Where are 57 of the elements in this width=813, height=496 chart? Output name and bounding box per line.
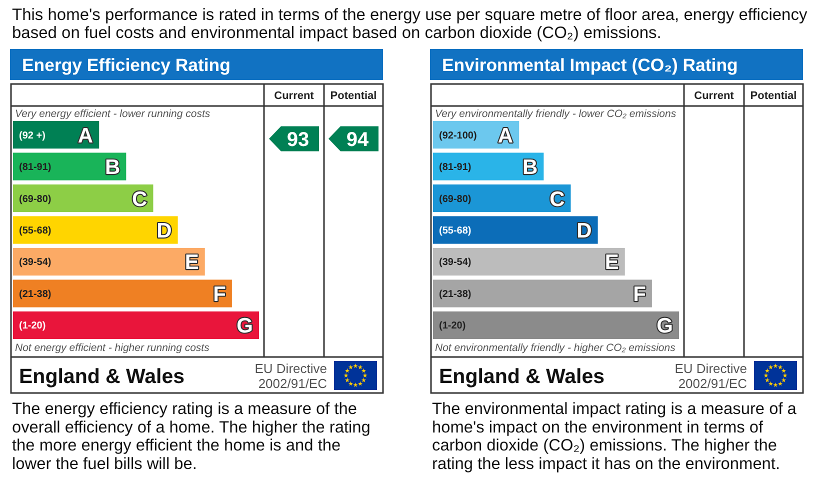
bar <box>433 280 652 308</box>
annotation: (55-68) <box>439 226 472 236</box>
text: The energy efficiency rating is a measure of the overall efficiency of a home. The higher the rating the more energy efficient the home is and the lower the fuel bills will be. <box>12 400 370 473</box>
text: Not energy efficient - higher running costs <box>15 342 210 354</box>
bar <box>13 184 154 212</box>
text: England & Wales <box>439 365 605 388</box>
annotation: (81-91) <box>19 162 52 174</box>
annotation: (21-38) <box>439 288 472 300</box>
annotation: (21-38) <box>19 288 52 300</box>
annotation: (69-80) <box>19 194 52 205</box>
annotation: Very environmentally friendly - lower CO₂ emissions <box>435 108 677 120</box>
y-tick-label: E <box>604 251 619 274</box>
y-tick-label: C <box>550 188 565 211</box>
y-tick-label: B <box>522 156 538 180</box>
bar <box>13 248 205 276</box>
chart-title: Environmental Impact (CO₂) Rating <box>442 55 738 75</box>
text: EU Directive 2002/91/EC <box>254 361 327 391</box>
text: Potential <box>330 90 377 102</box>
y-tick-label: B <box>104 156 120 180</box>
text: Current <box>694 90 734 102</box>
text: EU Directive 2002/91/EC <box>674 361 747 391</box>
y-tick-label: A <box>498 124 514 148</box>
bar <box>13 216 178 244</box>
annotation: (1-20) <box>19 320 46 332</box>
annotation: (69-80) <box>439 194 472 205</box>
y-tick-label: G <box>656 314 673 338</box>
y-tick-label: A <box>78 124 94 148</box>
bar <box>13 280 232 308</box>
text: Current <box>274 90 314 102</box>
bar <box>433 184 571 212</box>
annotation: (92-100) <box>439 130 477 142</box>
y-tick-label: F <box>633 282 646 306</box>
text: This home's performance is rated in terms of the energy use per square metre of floor area, energy efficiency based on fuel costs and environmental impact based on carbon dioxide (CO₂) emissions. <box>12 6 808 42</box>
text: 93 <box>286 128 310 151</box>
bar <box>433 248 625 276</box>
annotation: (92 +) <box>19 130 46 142</box>
y-tick-label: D <box>156 220 172 242</box>
text: Potential <box>750 90 797 102</box>
bar <box>433 311 679 340</box>
text: England & Wales <box>19 365 185 388</box>
text: 94 <box>346 128 370 151</box>
y-tick-label: D <box>576 220 592 242</box>
y-tick-label: E <box>184 251 199 274</box>
annotation: Very energy efficient - lower running costs <box>15 108 211 120</box>
y-tick-label: G <box>236 314 253 338</box>
annotation: (1-20) <box>439 320 466 332</box>
bar <box>13 311 259 340</box>
annotation: (39-54) <box>439 257 472 268</box>
annotation: (81-91) <box>439 162 472 174</box>
chart-title: Energy Efficiency Rating <box>22 55 230 75</box>
annotation: (39-54) <box>19 257 52 268</box>
y-tick-label: F <box>213 282 226 306</box>
text: The environmental impact rating is a measure of a home's impact on the environment in terms of carbon dioxide (CO₂) emissions. The higher the rating the less impact it has on the environment. <box>432 400 798 473</box>
text: Not environmentally friendly - higher CO₂ emissions <box>435 342 676 354</box>
bar <box>433 216 598 244</box>
annotation: (55-68) <box>19 226 52 236</box>
y-tick-label: C <box>132 188 148 211</box>
